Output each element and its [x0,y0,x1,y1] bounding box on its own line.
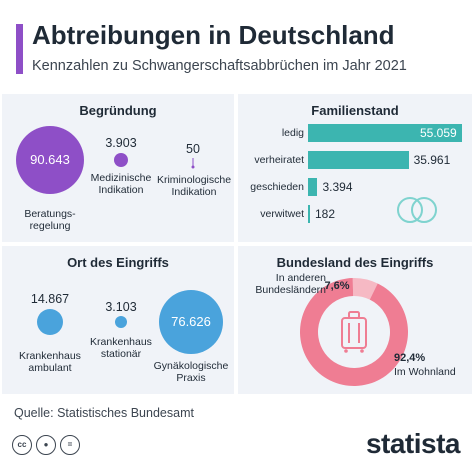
value-krankenhaus-ambulant: 14.867 [30,292,70,306]
bar-value-label: 55.059 [420,126,457,140]
bubble-medizinische-indikation [114,153,128,167]
panel-begruendung: Begründung 90.643 Beratungs-regelung 3.9… [2,94,234,242]
label-krankenhaus-stationaer: Krankenhaus stationär [90,336,152,360]
panel-title: Bundesland des Eingriffs [276,255,434,270]
no-derivatives-icon[interactable]: = [60,435,80,455]
statista-logo[interactable]: statista [365,428,461,459]
bar-value-label: 3.394 [322,180,353,194]
page-subtitle: Kennzahlen zu Schwangerschaftsabbrüchen … [32,58,407,74]
title-accent-bar [16,24,23,74]
source-note: Quelle: Statistisches Bundesamt [14,406,194,420]
donut-slice-andere-bundeslaender [352,278,378,300]
bubble-chart-begruendung [16,126,195,194]
rings-icon [397,197,437,223]
label-krankenhaus-ambulant: Krankenhaus ambulant [19,350,81,374]
attribution-icon[interactable]: ● [36,435,56,455]
panel-bundesland: Bundesland des Eingriffs In anderen Bunde… [238,246,472,394]
value-medizinische-indikation: 3.903 [105,136,137,150]
bar-category-label: ledig [281,127,304,139]
bubble-krankenhaus-ambulant [37,309,63,335]
label-kriminologische-indikation: Kriminologische Indikation [156,174,232,198]
bubble-gynaekologische-praxis [159,290,223,354]
value-andere-bundeslaender: 7,6% [324,280,350,292]
panel-ort-des-eingriffs: Ort des Eingriffs 14.867 Krankenhaus ambu… [2,246,234,394]
value-krankenhaus-stationaer: 3.103 [105,300,137,314]
bar-category-label: geschieden [250,181,304,193]
donut-chart-bundesland [300,278,408,386]
panel-title: Familienstand [311,103,399,118]
donut-slice-im-wohnland [300,278,408,386]
bar-category-label: verwitwet [260,208,304,220]
bar-geschieden [308,178,318,196]
bar-row-verheiratet: verheiratet 35.961 [240,151,470,169]
cc-license-icon[interactable]: cc [12,435,32,455]
value-im-wohnland: 92,4% [394,352,426,364]
bubble-krankenhaus-stationaer [115,316,127,328]
panel-familienstand: Familienstand ledig 55.059 verheiratet 35.9… [238,94,472,242]
label-andere-bundeslaender: In anderen Bundesländern [255,272,326,296]
panel-title: Begründung [79,103,157,118]
label-gynaekologische-praxis: Gynäkologische Praxis [153,360,229,384]
bubble-chart-ort [37,290,223,354]
bar-value-label: 182 [315,207,336,221]
page-title: Abtreibungen in Deutschland [32,20,395,50]
bar-value-label: 35.961 [413,153,451,167]
label-im-wohnland: Im Wohnland [394,366,456,378]
bar-verheiratet [308,151,409,169]
value-beratungsregelung: 90.643 [30,152,70,167]
value-kriminologische-indikation: 50 [186,142,200,156]
bar-row-ledig: ledig 55.059 [240,124,470,142]
label-medizinische-indikation: Medizinische Indikation [90,172,152,196]
bar-ledig [308,124,462,142]
bar-verwitwet [308,205,310,223]
bar-row-geschieden: geschieden 3.394 [240,178,470,196]
label-beratungsregelung: Beratungs-regelung [24,208,76,232]
bubble-beratungsregelung [16,126,84,194]
bubble-kriminologische-indikation [191,165,195,169]
bar-row-verwitwet: verwitwet 182 [240,205,470,223]
panel-title: Ort des Eingriffs [67,255,169,270]
suitcase-icon [341,311,367,353]
value-gynaekologische-praxis: 76.626 [171,314,211,329]
bar-category-label: verheiratet [254,154,304,166]
